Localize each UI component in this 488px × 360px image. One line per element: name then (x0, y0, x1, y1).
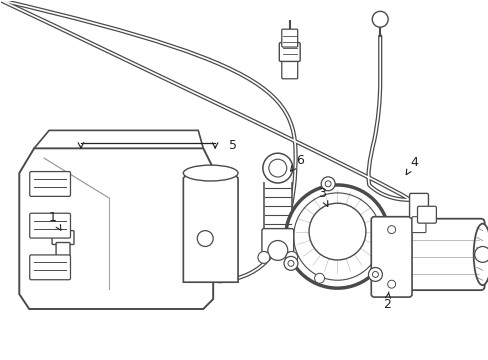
FancyBboxPatch shape (370, 217, 411, 297)
Circle shape (257, 251, 269, 264)
Circle shape (268, 159, 286, 177)
Circle shape (308, 203, 365, 260)
Text: 3: 3 (317, 188, 327, 206)
Circle shape (285, 185, 388, 288)
Circle shape (372, 271, 378, 278)
Circle shape (325, 181, 330, 187)
Circle shape (285, 251, 297, 264)
FancyBboxPatch shape (411, 217, 425, 233)
Text: 2: 2 (383, 292, 390, 311)
PathPatch shape (34, 130, 203, 148)
FancyBboxPatch shape (279, 42, 300, 62)
Circle shape (263, 153, 292, 183)
Circle shape (293, 193, 381, 280)
Circle shape (197, 231, 213, 247)
FancyBboxPatch shape (56, 243, 70, 258)
Circle shape (287, 260, 293, 266)
Circle shape (284, 256, 297, 270)
FancyBboxPatch shape (404, 219, 484, 290)
Ellipse shape (183, 165, 238, 181)
Text: 5: 5 (228, 139, 237, 152)
Circle shape (371, 11, 387, 27)
FancyBboxPatch shape (281, 29, 297, 47)
Text: 6: 6 (290, 154, 303, 171)
PathPatch shape (19, 148, 213, 309)
Circle shape (474, 247, 488, 262)
FancyBboxPatch shape (52, 231, 74, 244)
Circle shape (387, 226, 395, 234)
Ellipse shape (473, 224, 488, 285)
FancyBboxPatch shape (417, 206, 435, 223)
FancyBboxPatch shape (30, 213, 70, 238)
Circle shape (368, 267, 382, 282)
Circle shape (267, 240, 287, 260)
FancyBboxPatch shape (409, 193, 427, 218)
Text: 4: 4 (406, 156, 417, 175)
FancyBboxPatch shape (30, 255, 70, 280)
FancyBboxPatch shape (30, 172, 70, 196)
Text: 1: 1 (49, 211, 61, 230)
PathPatch shape (183, 168, 238, 282)
Circle shape (321, 177, 334, 191)
FancyBboxPatch shape (262, 229, 293, 252)
FancyBboxPatch shape (281, 57, 297, 79)
Circle shape (387, 280, 395, 288)
Circle shape (314, 273, 324, 283)
PathPatch shape (264, 182, 291, 233)
